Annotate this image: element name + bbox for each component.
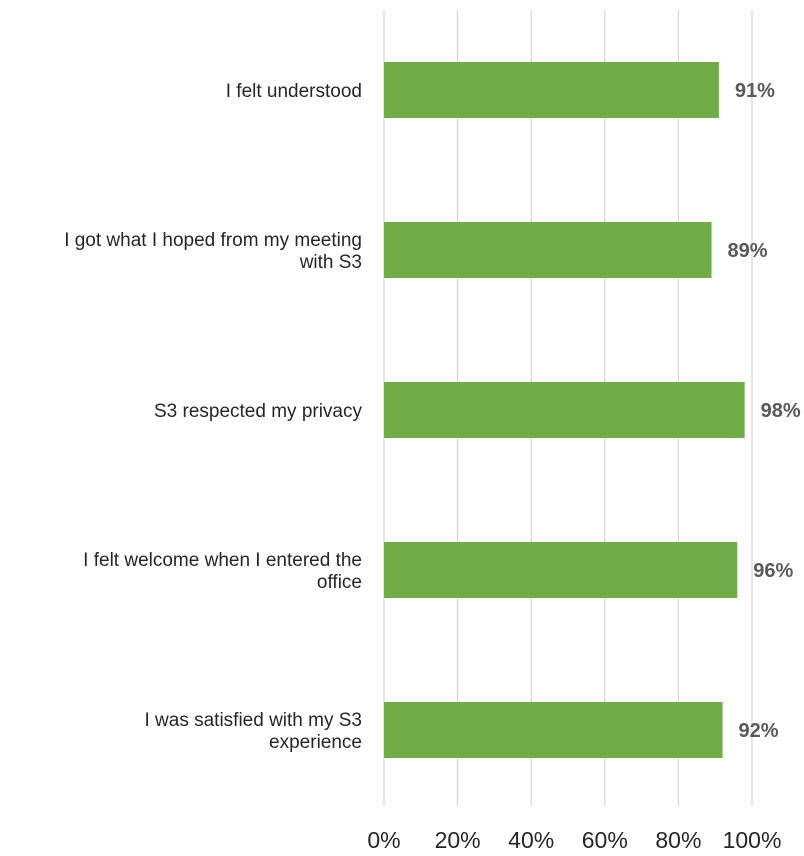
- bar-1: [384, 62, 719, 118]
- x-tick-label-40pct: 40%: [508, 827, 554, 853]
- category-label-5: I was satisfied with my S3 experience: [144, 710, 362, 753]
- category-labels: I felt understood I got what I hoped from…: [64, 81, 362, 753]
- data-label-4: 96%: [753, 560, 793, 582]
- category-label-4: I felt welcome when I entered the office: [83, 550, 362, 593]
- category-label-2: I got what I hoped from my meeting with S…: [64, 230, 362, 273]
- x-tick-label-80pct: 80%: [655, 827, 701, 853]
- data-label-2: 89%: [728, 240, 768, 262]
- bar-3: [384, 382, 745, 438]
- data-label-5: 92%: [739, 720, 779, 742]
- data-labels: 91% 89% 98% 96% 92%: [728, 80, 801, 742]
- bar-2: [384, 222, 712, 278]
- bars: [384, 62, 745, 758]
- data-label-3: 98%: [761, 400, 801, 422]
- x-tick-label-20pct: 20%: [435, 827, 481, 853]
- x-tick-label-60pct: 60%: [582, 827, 628, 853]
- x-tick-label-0pct: 0%: [367, 827, 400, 853]
- x-tick-label-100pct: 100%: [723, 827, 782, 853]
- category-label-3: S3 respected my privacy: [154, 401, 363, 422]
- data-label-1: 91%: [735, 80, 775, 102]
- category-label-1: I felt understood: [226, 81, 362, 102]
- x-axis-tick-labels: 0% 20% 40% 60% 80% 100%: [367, 827, 781, 853]
- bar-5: [384, 702, 723, 758]
- bar-4: [384, 542, 738, 598]
